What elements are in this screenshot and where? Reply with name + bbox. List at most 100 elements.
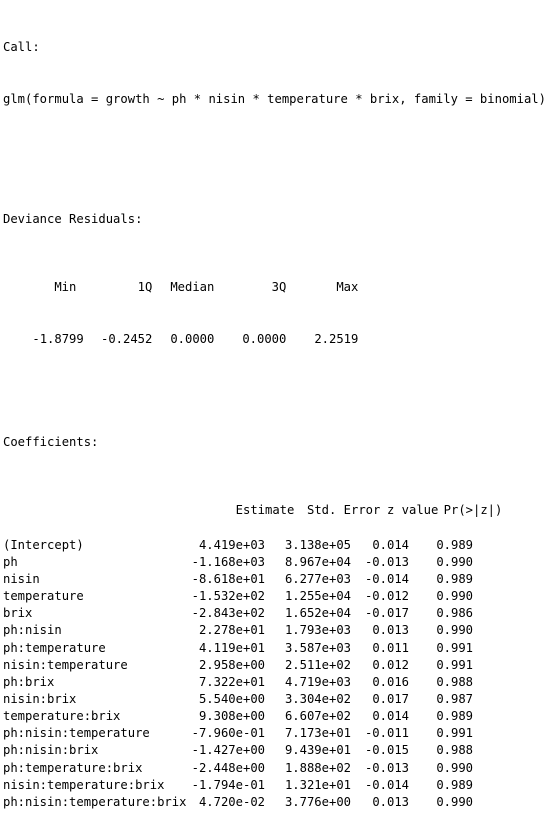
resid-header-1q: 1Q	[137, 280, 153, 295]
coef-std-error: 1.652e+04	[284, 606, 351, 621]
coef-std-error: 2.511e+02	[284, 657, 351, 672]
coef-estimate: 7.322e+01	[198, 674, 265, 689]
table-row: ph:temperature:brix -2.448e+00 1.888e+02 -0…	[3, 760, 551, 777]
coef-z-value: -0.011	[364, 726, 409, 741]
coef-p-value: 0.990	[436, 623, 473, 638]
coef-std-error: 7.173e+01	[284, 726, 351, 741]
coef-z-value: -0.013	[364, 760, 409, 775]
table-row: nisin:brix 5.540e+00 3.304e+02 0.017 0.987	[3, 691, 551, 708]
coef-header-z-value: z value	[386, 503, 439, 518]
coef-z-value: 0.013	[372, 794, 409, 809]
coef-estimate: 2.278e+01	[198, 623, 265, 638]
coef-std-error: 6.277e+03	[284, 571, 351, 586]
coef-p-value: 0.990	[436, 589, 473, 604]
coef-term: temperature	[3, 589, 84, 604]
resid-value-1q: -0.2452	[100, 331, 153, 346]
coefficients-heading: Coefficients:	[3, 434, 99, 449]
table-row: nisin:temperature:brix -1.794e-01 1.321e+0…	[3, 777, 551, 794]
coef-term: ph:nisin:temperature:brix	[3, 794, 187, 809]
coef-estimate: 4.419e+03	[198, 537, 265, 552]
resid-header-median: Median	[170, 280, 215, 295]
coef-estimate: -1.427e+00	[191, 743, 265, 758]
table-row: ph:temperature 4.119e+01 3.587e+03 0.011 0.9…	[3, 640, 551, 657]
coef-term: ph:temperature	[3, 640, 106, 655]
coef-estimate: -1.532e+02	[191, 589, 265, 604]
coef-term: nisin:brix	[3, 691, 77, 706]
coef-estimate: -1.168e+03	[191, 554, 265, 569]
coef-p-value: 0.991	[436, 657, 473, 672]
coef-p-value: 0.990	[436, 760, 473, 775]
coef-term: ph:nisin	[3, 623, 62, 638]
coef-std-error: 1.888e+02	[284, 760, 351, 775]
coef-p-value: 0.988	[436, 743, 473, 758]
resid-value-max: 2.2519	[314, 331, 359, 346]
coef-z-value: 0.014	[372, 537, 409, 552]
coef-z-value: 0.017	[372, 691, 409, 706]
call-formula: glm(formula = growth ~ ph * nisin * temp…	[3, 91, 546, 106]
coef-z-value: 0.011	[372, 640, 409, 655]
coef-std-error: 1.255e+04	[284, 589, 351, 604]
coef-p-value: 0.991	[436, 640, 473, 655]
coef-term: nisin	[3, 571, 40, 586]
table-row: (Intercept) 4.419e+03 3.138e+05 0.014 0.989	[3, 537, 551, 554]
coef-p-value: 0.990	[436, 794, 473, 809]
coef-estimate: -7.960e-01	[191, 726, 265, 741]
coef-std-error: 1.321e+01	[284, 777, 351, 792]
coef-header-estimate: Estimate	[235, 503, 295, 518]
call-heading: Call:	[3, 40, 40, 55]
coef-term: ph:nisin:temperature	[3, 726, 150, 741]
coef-term: ph:brix	[3, 674, 55, 689]
coef-std-error: 8.967e+04	[284, 554, 351, 569]
resid-value-min: -1.8799	[32, 331, 84, 346]
coef-estimate: -2.448e+00	[191, 760, 265, 775]
coef-estimate: 4.119e+01	[198, 640, 265, 655]
coef-estimate: -8.618e+01	[191, 571, 265, 586]
coef-term: nisin:temperature:brix	[3, 777, 165, 792]
table-row: ph:nisin 2.278e+01 1.793e+03 0.013 0.990	[3, 622, 551, 639]
table-row: ph:brix 7.322e+01 4.719e+03 0.016 0.988	[3, 674, 551, 691]
coef-z-value: -0.014	[364, 777, 409, 792]
coef-std-error: 3.776e+00	[284, 794, 351, 809]
coef-p-value: 0.989	[436, 709, 473, 724]
coef-z-value: -0.015	[364, 743, 409, 758]
coef-term: ph	[3, 554, 18, 569]
resid-header-min: Min	[54, 280, 77, 295]
resid-header-max: Max	[336, 280, 359, 295]
coef-header-p-value: Pr(>|z|)	[443, 503, 503, 518]
coef-p-value: 0.990	[436, 554, 473, 569]
coefficients-header-row: Estimate Std. Error z value Pr(>|z|)	[3, 485, 551, 517]
coef-std-error: 3.304e+02	[284, 691, 351, 706]
coef-z-value: 0.012	[372, 657, 409, 672]
coef-p-value: 0.989	[436, 537, 473, 552]
coef-z-value: -0.012	[364, 589, 409, 604]
coef-std-error: 4.719e+03	[284, 674, 351, 689]
table-row: nisin:temperature 2.958e+00 2.511e+02 0.012…	[3, 657, 551, 674]
deviance-residuals-value-row: -1.8799 -0.2452 0.0000 0.0000 2.2519	[3, 314, 551, 346]
spacer	[3, 365, 551, 382]
coef-p-value: 0.988	[436, 674, 473, 689]
resid-value-median: 0.0000	[170, 331, 215, 346]
coef-p-value: 0.989	[436, 777, 473, 792]
table-row: temperature:brix 9.308e+00 6.607e+02 0.014 0…	[3, 708, 551, 725]
coefficients-table-body: (Intercept) 4.419e+03 3.138e+05 0.014 0.989 p…	[3, 537, 551, 811]
deviance-residuals-header-row: Min 1Q Median 3Q Max	[3, 262, 551, 294]
coef-z-value: 0.013	[372, 623, 409, 638]
coef-p-value: 0.986	[436, 606, 473, 621]
coef-std-error: 6.607e+02	[284, 709, 351, 724]
coef-p-value: 0.991	[436, 726, 473, 741]
coef-estimate: 9.308e+00	[198, 709, 265, 724]
spacer	[3, 142, 551, 159]
coef-z-value: -0.013	[364, 554, 409, 569]
coef-term: nisin:temperature	[3, 657, 128, 672]
table-row: ph:nisin:brix -1.427e+00 9.439e+01 -0.015 0.…	[3, 742, 551, 759]
coef-estimate: 5.540e+00	[198, 691, 265, 706]
table-row: temperature -1.532e+02 1.255e+04 -0.012 0.99…	[3, 588, 551, 605]
coef-term: ph:temperature:brix	[3, 760, 143, 775]
coef-header-std-error: Std. Error	[306, 503, 381, 518]
coef-std-error: 3.587e+03	[284, 640, 351, 655]
coef-term: ph:nisin:brix	[3, 743, 99, 758]
table-row: ph:nisin:temperature -7.960e-01 7.173e+01-…	[3, 725, 551, 742]
table-row: ph -1.168e+03 8.967e+04 -0.013 0.990	[3, 554, 551, 571]
coef-std-error: 9.439e+01	[284, 743, 351, 758]
coef-term: temperature:brix	[3, 709, 121, 724]
